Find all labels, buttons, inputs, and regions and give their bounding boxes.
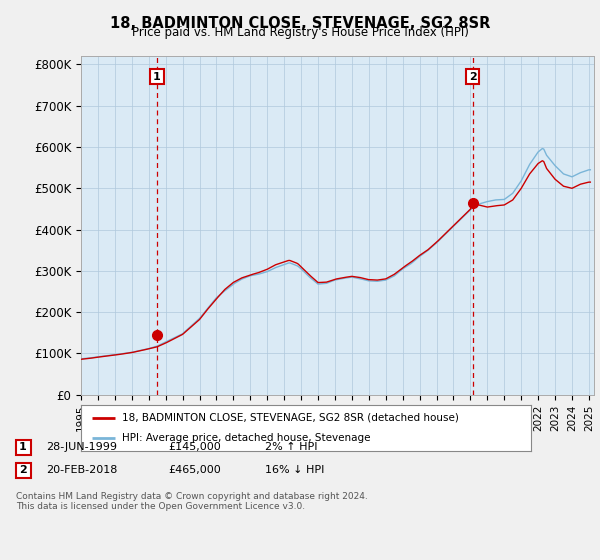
Text: 2: 2 — [19, 465, 27, 475]
Text: 1: 1 — [19, 442, 27, 452]
FancyBboxPatch shape — [16, 463, 31, 478]
Text: 20-FEB-2018: 20-FEB-2018 — [46, 465, 118, 475]
Text: £465,000: £465,000 — [168, 465, 221, 475]
Text: Contains HM Land Registry data © Crown copyright and database right 2024.
This d: Contains HM Land Registry data © Crown c… — [16, 492, 368, 511]
Text: Price paid vs. HM Land Registry's House Price Index (HPI): Price paid vs. HM Land Registry's House … — [131, 26, 469, 39]
Text: 16% ↓ HPI: 16% ↓ HPI — [265, 465, 325, 475]
Text: 28-JUN-1999: 28-JUN-1999 — [46, 442, 117, 452]
Text: 1: 1 — [153, 72, 161, 82]
Text: 18, BADMINTON CLOSE, STEVENAGE, SG2 8SR: 18, BADMINTON CLOSE, STEVENAGE, SG2 8SR — [110, 16, 490, 31]
FancyBboxPatch shape — [16, 440, 31, 455]
Text: HPI: Average price, detached house, Stevenage: HPI: Average price, detached house, Stev… — [121, 433, 370, 444]
Text: 2% ↑ HPI: 2% ↑ HPI — [265, 442, 317, 452]
Text: 18, BADMINTON CLOSE, STEVENAGE, SG2 8SR (detached house): 18, BADMINTON CLOSE, STEVENAGE, SG2 8SR … — [121, 413, 458, 423]
Text: 2: 2 — [469, 72, 476, 82]
Text: £145,000: £145,000 — [168, 442, 221, 452]
